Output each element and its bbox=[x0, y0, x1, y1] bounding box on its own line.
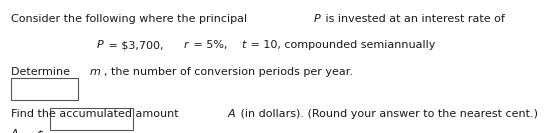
Text: A: A bbox=[11, 129, 19, 133]
Text: (in dollars). (Round your answer to the nearest cent.): (in dollars). (Round your answer to the … bbox=[237, 109, 538, 119]
Text: = 5%,: = 5%, bbox=[190, 40, 231, 50]
Text: is invested at an interest rate of: is invested at an interest rate of bbox=[322, 14, 509, 24]
Text: P: P bbox=[97, 40, 104, 50]
Text: Find the accumulated amount: Find the accumulated amount bbox=[11, 109, 182, 119]
Text: r: r bbox=[184, 40, 188, 50]
Text: m: m bbox=[90, 66, 101, 76]
Text: = $3,700,: = $3,700, bbox=[105, 40, 167, 50]
Text: t: t bbox=[242, 40, 246, 50]
FancyBboxPatch shape bbox=[11, 78, 78, 100]
FancyBboxPatch shape bbox=[50, 108, 133, 130]
Text: , the number of conversion periods per year.: , the number of conversion periods per y… bbox=[104, 66, 352, 76]
Text: Determine: Determine bbox=[11, 66, 74, 76]
Text: Consider the following where the principal: Consider the following where the princip… bbox=[11, 14, 250, 24]
Text: = $: = $ bbox=[20, 129, 44, 133]
Text: = 10, compounded semiannually: = 10, compounded semiannually bbox=[247, 40, 435, 50]
Text: A: A bbox=[227, 109, 235, 119]
Text: P: P bbox=[314, 14, 321, 24]
